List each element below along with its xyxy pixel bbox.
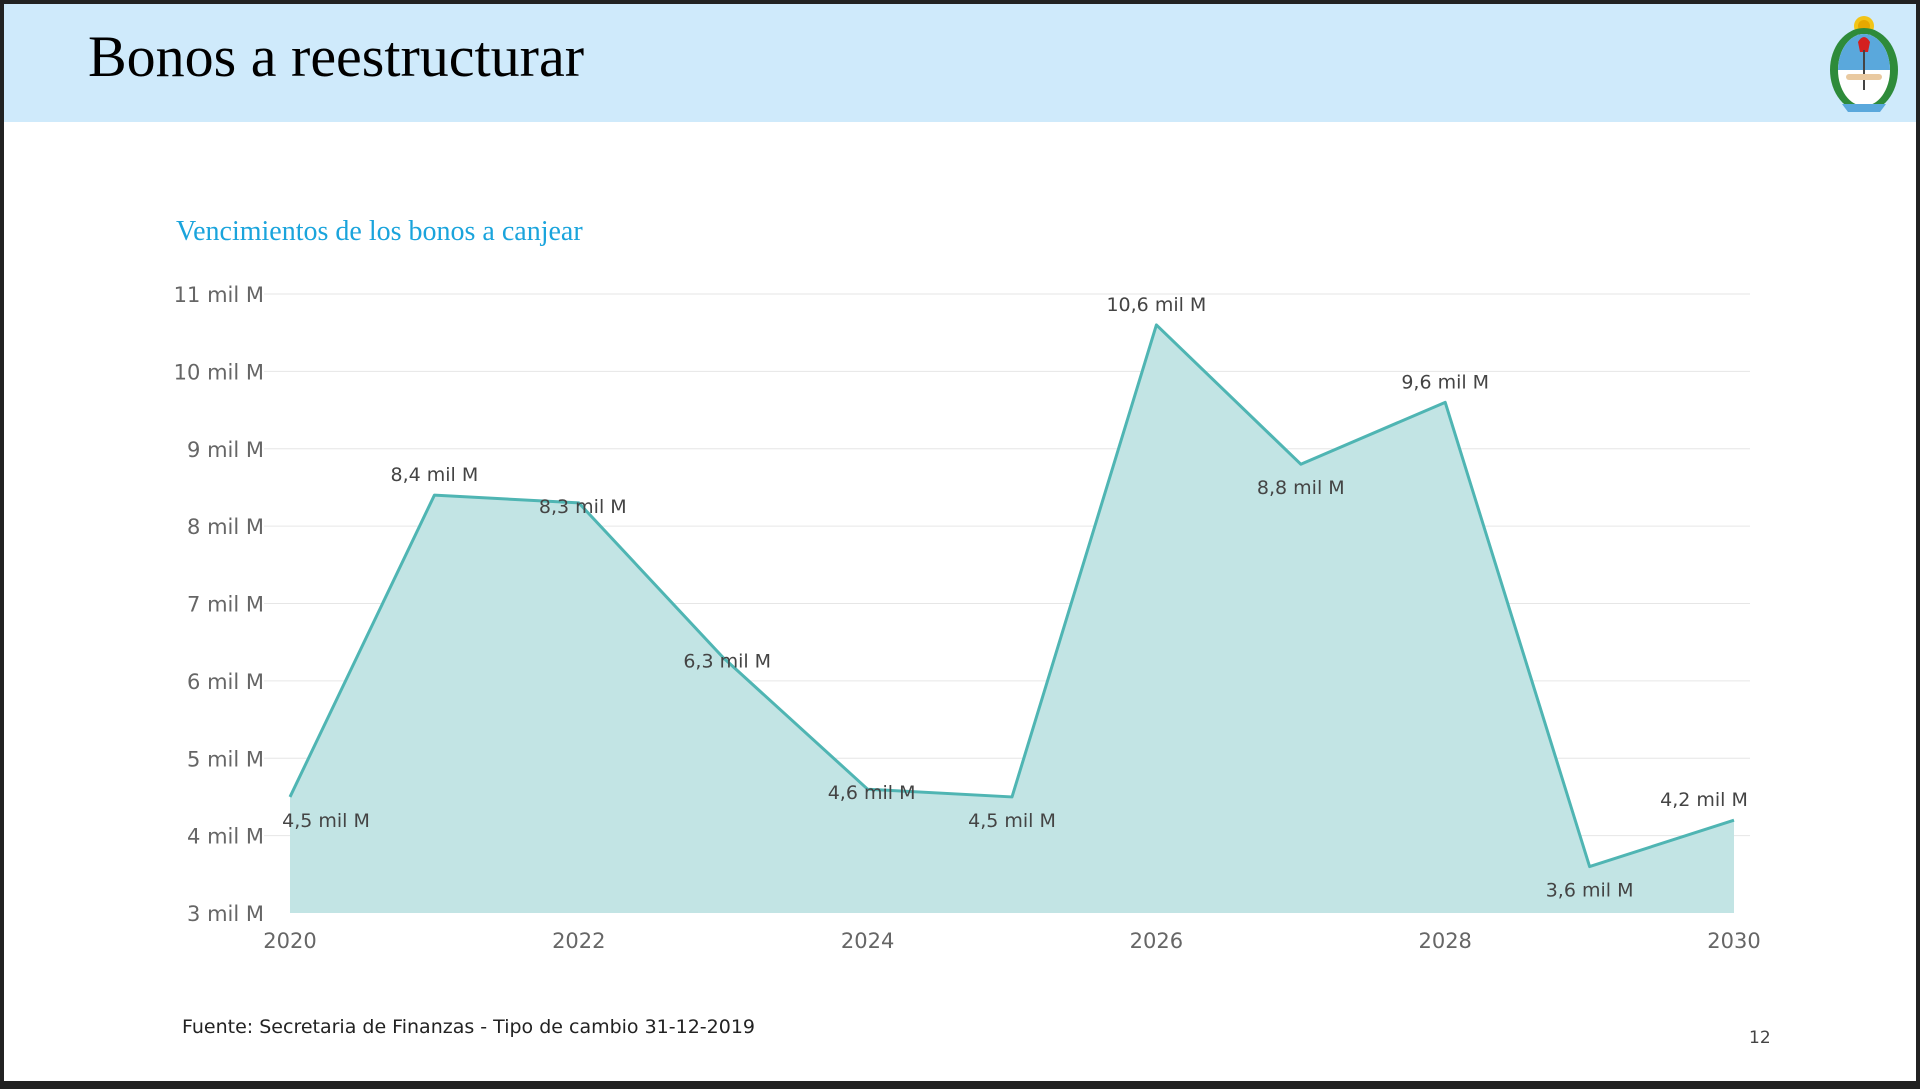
header-band [4,4,1916,122]
data-label: 8,4 mil M [391,464,479,486]
source-note: Fuente: Secretaria de Finanzas - Tipo de… [182,1016,756,1038]
slide-title: Bonos a reestructurar [88,24,585,89]
data-labels: 4,5 mil M 8,4 mil M 8,3 mil M 6,3 mil M 4,6 … [282,294,1748,902]
y-tick-label: 11 mil M [174,283,264,307]
y-tick-label: 7 mil M [187,593,264,617]
chart-canvas: 3 mil M 4 mil M 5 mil M 6 mil M 7 mil M 8 mil… [174,283,1761,953]
data-label: 10,6 mil M [1106,294,1206,316]
x-axis-ticks: 2020 2022 2024 2026 2028 2030 [263,929,1760,953]
data-label: 4,2 mil M [1660,789,1748,811]
data-label: 4,5 mil M [968,810,1056,832]
data-label: 4,5 mil M [282,810,370,832]
data-label: 8,3 mil M [539,496,627,518]
series-line [288,323,1735,869]
data-label: 9,6 mil M [1401,371,1489,393]
y-tick-label: 6 mil M [187,670,264,694]
x-tick-label: 2024 [841,929,894,953]
page-number: 12 [1749,1028,1771,1048]
data-label: 4,6 mil M [828,782,916,804]
x-tick-label: 2022 [552,929,605,953]
y-tick-label: 8 mil M [187,515,264,539]
y-tick-label: 9 mil M [187,438,264,462]
y-tick-label: 3 mil M [187,902,264,926]
data-label: 8,8 mil M [1257,477,1345,499]
slide: Bonos a reestructurar Vencimientos de lo… [4,4,1916,1081]
y-tick-label: 10 mil M [174,360,264,384]
area-fill [290,324,1734,913]
chart-title: Vencimientos de los bonos a canjear [176,216,583,247]
x-tick-label: 2020 [263,929,316,953]
x-tick-label: 2030 [1707,929,1760,953]
argentina-coat-of-arms-icon [1830,16,1898,112]
data-label: 3,6 mil M [1546,880,1634,902]
y-tick-label: 4 mil M [187,825,264,849]
x-tick-label: 2028 [1418,929,1471,953]
x-tick-label: 2026 [1130,929,1183,953]
data-label: 6,3 mil M [683,651,771,673]
y-axis-ticks: 3 mil M 4 mil M 5 mil M 6 mil M 7 mil M 8 mil… [174,283,264,926]
y-tick-label: 5 mil M [187,747,264,771]
